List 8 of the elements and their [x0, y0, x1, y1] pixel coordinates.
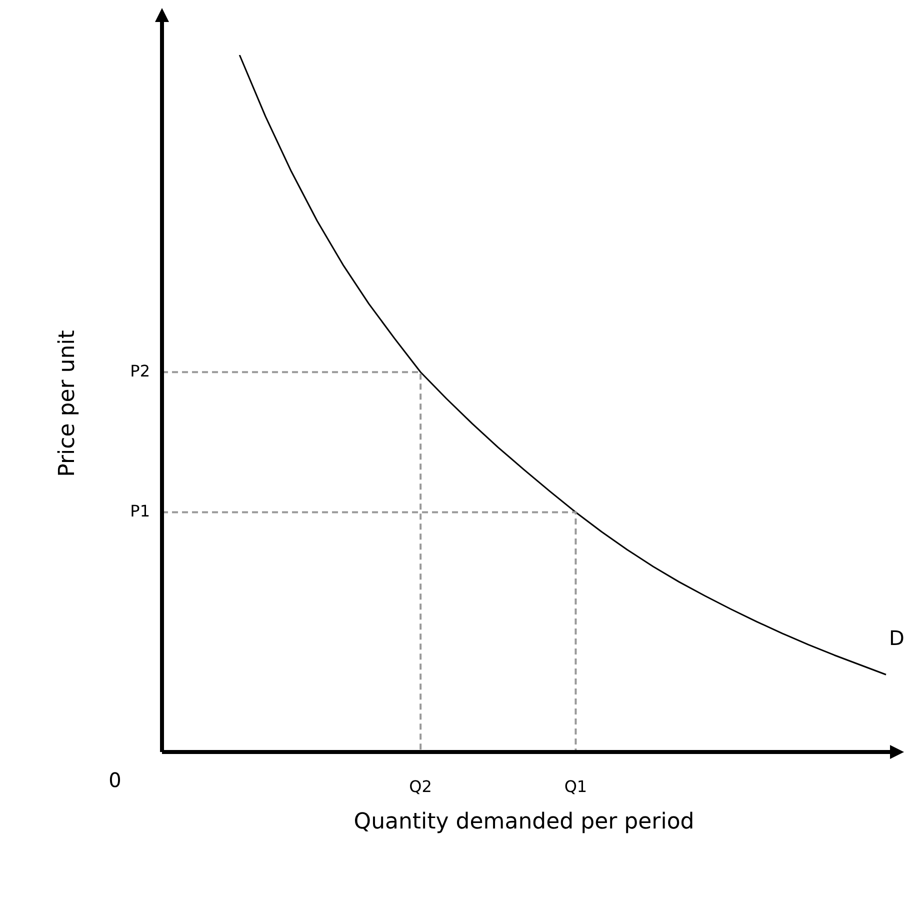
x-axis-title: Quantity demanded per period [354, 810, 694, 835]
y-axis-title: Price per unit [54, 330, 80, 477]
x-tick-label: Q1 [564, 776, 588, 796]
ref-line-label: P1 [130, 501, 150, 520]
text: 0 [108, 768, 122, 792]
series-label: D [889, 626, 904, 650]
x-tick-label: Q2 [409, 776, 432, 796]
ref-line-label: P2 [130, 361, 150, 380]
